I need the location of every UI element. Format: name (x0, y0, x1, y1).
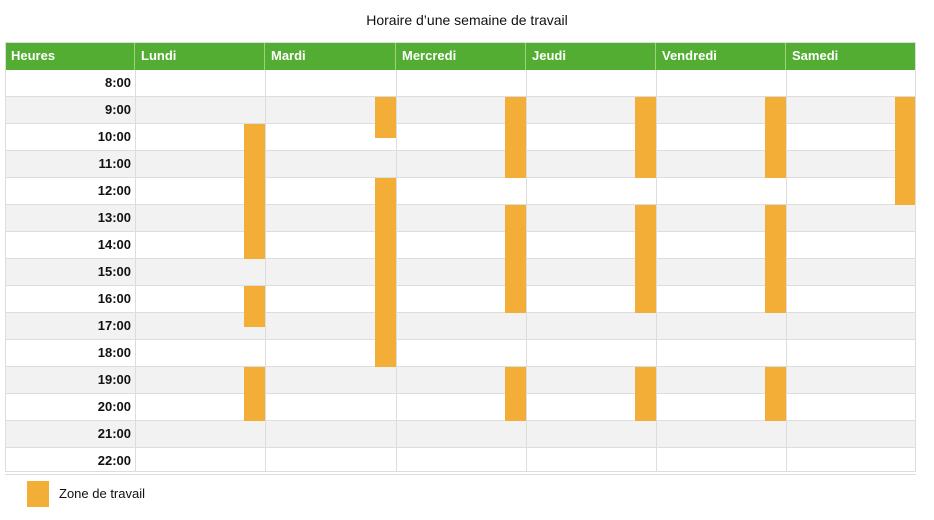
column-divider (135, 70, 136, 472)
table-row: 17:00 (5, 313, 916, 340)
table-row: 16:00 (5, 286, 916, 313)
work-block-mardi (375, 178, 396, 367)
column-header-vendredi: Vendredi (656, 42, 786, 70)
legend-swatch (27, 481, 49, 507)
work-block-lundi (244, 367, 265, 421)
table-row: 12:00 (5, 178, 916, 205)
table-row: 19:00 (5, 367, 916, 394)
work-block-mercredi (505, 205, 526, 313)
work-block-jeudi (635, 97, 656, 178)
column-header-lundi: Lundi (135, 42, 265, 70)
table-row: 11:00 (5, 151, 916, 178)
hour-label: 17:00 (97, 318, 131, 333)
table-row: 9:00 (5, 97, 916, 124)
hour-label: 22:00 (97, 453, 131, 468)
hour-label: 11:00 (98, 156, 131, 171)
work-block-vendredi (765, 205, 786, 313)
column-divider (656, 70, 657, 472)
chart-title: Horaire d’une semaine de travail (366, 12, 568, 28)
table-row: 10:00 (5, 124, 916, 151)
hour-label: 18:00 (97, 345, 131, 360)
column-divider (526, 70, 527, 472)
table-row: 21:00 (5, 421, 916, 448)
table-row: 15:00 (5, 259, 916, 286)
header-row: Heures Lundi Mardi Mercredi Jeudi Vendredi Sam… (5, 42, 916, 70)
column-divider (786, 70, 787, 472)
work-block-mercredi (505, 97, 526, 178)
work-block-mardi (375, 97, 396, 138)
column-header-samedi: Samedi (792, 48, 839, 63)
hour-label: 8:00 (104, 75, 131, 90)
table-row: 20:00 (5, 394, 916, 421)
work-block-samedi (895, 97, 916, 205)
work-block-vendredi (765, 367, 786, 421)
hour-label: 20:00 (97, 399, 131, 414)
column-header-heures: Heures (5, 42, 135, 70)
table-row: 18:00 (5, 340, 916, 367)
work-block-jeudi (635, 205, 656, 313)
table-row: 13:00 (5, 205, 916, 232)
hour-label: 16:00 (97, 291, 131, 306)
column-header-mardi: Mardi (265, 42, 396, 70)
table-row: 14:00 (5, 232, 916, 259)
hour-label: 13:00 (97, 210, 131, 225)
hour-label: 9:00 (104, 102, 131, 117)
work-block-mercredi (505, 367, 526, 421)
column-header-jeudi: Jeudi (526, 42, 656, 70)
hour-label: 12:00 (97, 183, 131, 198)
table-row: 8:00 (5, 70, 916, 97)
column-header-mercredi: Mercredi (396, 42, 526, 70)
work-block-jeudi (635, 367, 656, 421)
column-divider (396, 70, 397, 472)
schedule-table: Heures Lundi Mardi Mercredi Jeudi Vendredi Sam… (5, 42, 916, 475)
legend-label: Zone de travail (59, 486, 145, 501)
hour-label: 15:00 (97, 264, 131, 279)
table-row: 22:00 (5, 448, 916, 475)
work-block-vendredi (765, 97, 786, 178)
hour-label: 19:00 (97, 372, 131, 387)
hour-label: 10:00 (97, 129, 131, 144)
hour-label: 14:00 (97, 237, 131, 252)
work-block-lundi (244, 124, 265, 259)
column-divider (265, 70, 266, 472)
hour-label: 21:00 (97, 426, 131, 441)
work-block-lundi (244, 286, 265, 327)
